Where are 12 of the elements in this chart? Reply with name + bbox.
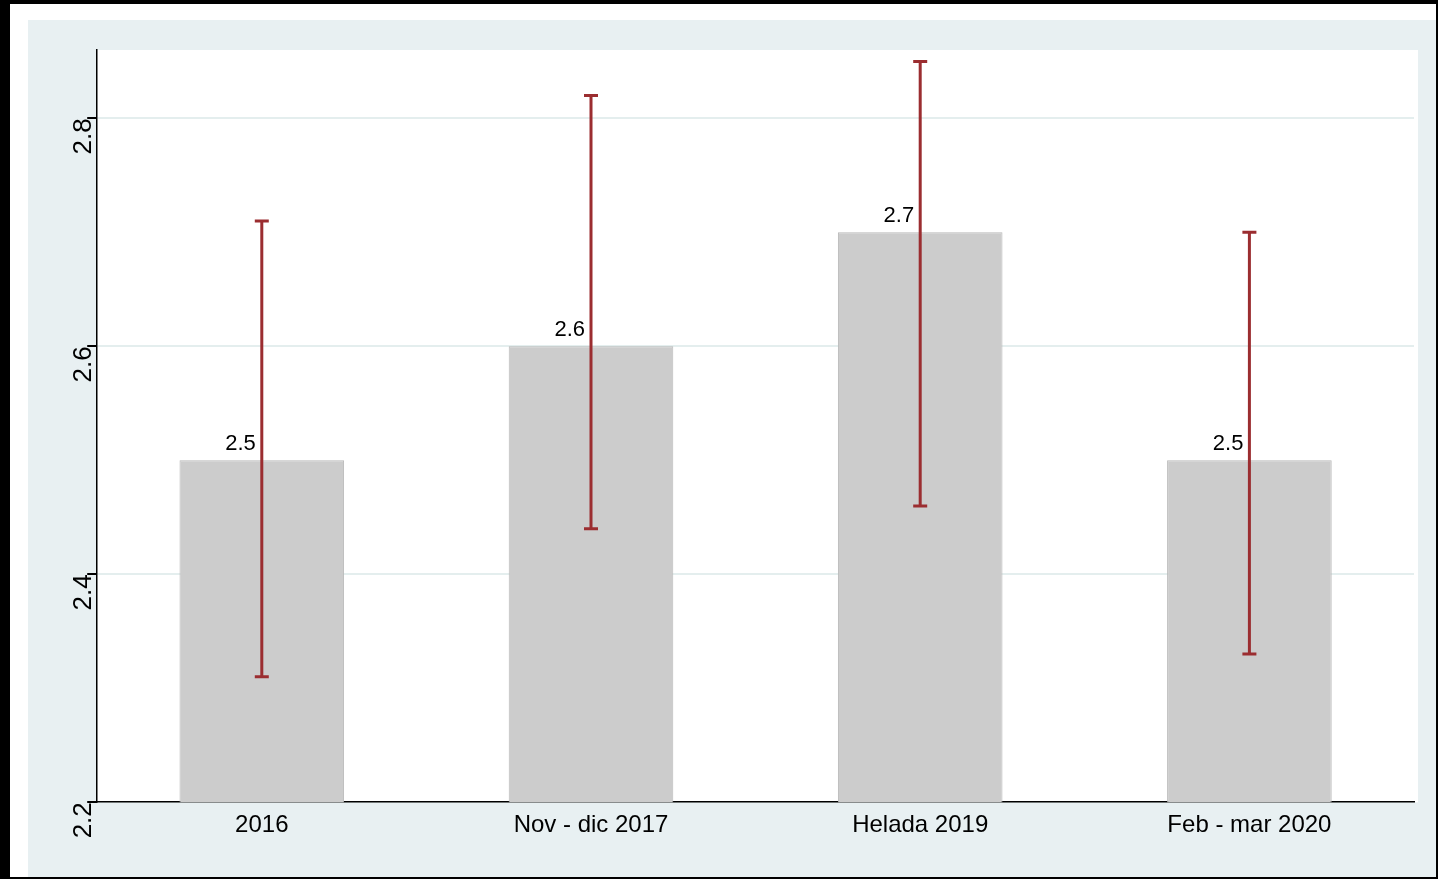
data-label: 2.5	[1212, 430, 1244, 456]
data-label: 2.5	[225, 430, 256, 456]
x-tick-label: Feb - mar 2020	[1167, 810, 1332, 838]
data-label: 2.6	[554, 316, 585, 342]
x-tick-label: 2016	[235, 810, 289, 838]
data-label: 2.7	[883, 202, 915, 228]
y-tick-label: 2.8	[67, 118, 98, 155]
y-tick-label: 2.2	[67, 802, 98, 839]
y-tick-label: 2.6	[67, 346, 98, 383]
y-tick-label: 2.4	[67, 574, 98, 611]
x-tick-label: Nov - dic 2017	[513, 810, 669, 838]
x-tick-label: Helada 2019	[852, 810, 989, 838]
